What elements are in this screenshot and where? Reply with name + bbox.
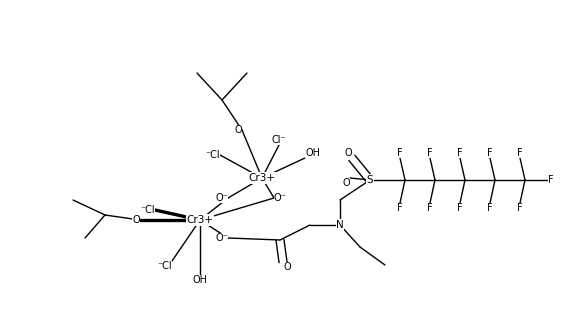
- Text: O: O: [345, 148, 352, 158]
- Text: F: F: [487, 148, 493, 158]
- Text: O: O: [283, 262, 291, 272]
- Text: F: F: [517, 148, 523, 158]
- Text: S: S: [366, 175, 373, 185]
- Text: OH: OH: [193, 275, 207, 285]
- Text: F: F: [548, 175, 554, 185]
- Text: Cr3+: Cr3+: [187, 215, 214, 225]
- Text: Cl⁻: Cl⁻: [271, 135, 286, 145]
- Text: O⁻: O⁻: [215, 193, 228, 203]
- Text: F: F: [397, 203, 403, 213]
- Text: O: O: [342, 178, 350, 188]
- Text: F: F: [427, 148, 433, 158]
- Text: O: O: [234, 125, 242, 135]
- Text: F: F: [457, 203, 463, 213]
- Text: O: O: [133, 215, 140, 225]
- Text: ⁻Cl: ⁻Cl: [205, 150, 220, 160]
- Text: O⁻: O⁻: [274, 193, 287, 203]
- Text: F: F: [397, 148, 403, 158]
- Text: ⁻Cl: ⁻Cl: [140, 205, 155, 215]
- Text: Cr3+: Cr3+: [248, 173, 275, 183]
- Text: F: F: [487, 203, 493, 213]
- Text: F: F: [517, 203, 523, 213]
- Text: F: F: [427, 203, 433, 213]
- Text: F: F: [457, 148, 463, 158]
- Text: N: N: [336, 220, 344, 230]
- Text: O⁻: O⁻: [215, 233, 228, 243]
- Text: ⁻Cl: ⁻Cl: [157, 261, 172, 271]
- Text: OH: OH: [305, 148, 320, 158]
